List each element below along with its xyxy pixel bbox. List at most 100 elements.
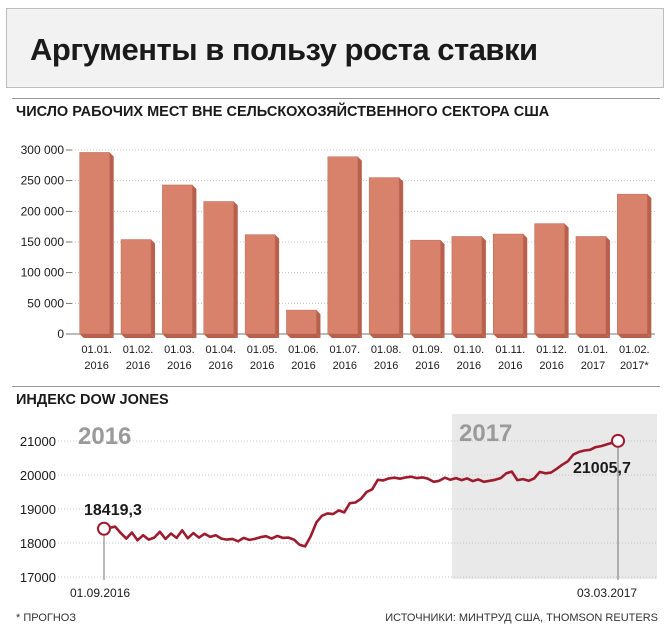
footnote: * ПРОГНОЗ bbox=[16, 612, 76, 624]
bar-ytick-label: 250 000 bbox=[21, 174, 65, 188]
bar-x-label: 01.05. bbox=[247, 344, 278, 356]
bar-bottom bbox=[451, 334, 486, 338]
end-value-label: 21005,7 bbox=[573, 460, 631, 477]
bar-side bbox=[192, 184, 197, 338]
bar-bottom bbox=[121, 334, 156, 338]
bar-x-label: 2016 bbox=[539, 360, 563, 372]
bar bbox=[410, 239, 441, 335]
bar-bottom bbox=[327, 334, 362, 338]
divider-middle bbox=[12, 386, 660, 387]
bar-x-label: 01.03. bbox=[164, 344, 195, 356]
bar-x-label: 01.06. bbox=[288, 344, 319, 356]
year-2016-label: 2016 bbox=[78, 423, 131, 450]
line-chart-title: ИНДЕКС DOW JONES bbox=[16, 392, 169, 408]
line-ytick-label: 21000 bbox=[20, 434, 56, 449]
bar-ytick-label: 100 000 bbox=[21, 266, 65, 280]
bar-ytick-label: 0 bbox=[57, 327, 64, 341]
bar-x-label: 2016 bbox=[498, 360, 522, 372]
bar-side bbox=[233, 201, 238, 338]
bar-x-label: 01.01. bbox=[81, 344, 112, 356]
bar bbox=[451, 236, 483, 335]
bar bbox=[244, 234, 276, 335]
line-ytick-label: 18000 bbox=[20, 536, 56, 551]
bar-bottom bbox=[203, 334, 238, 338]
bar-x-label: 2017 bbox=[581, 360, 605, 372]
bar-x-label: 01.09. bbox=[412, 344, 443, 356]
bar-side bbox=[275, 234, 280, 338]
bar bbox=[203, 201, 234, 335]
bar-side bbox=[523, 234, 528, 338]
sources-note: ИСТОЧНИКИ: МИНТРУД США, THOMSON REUTERS bbox=[385, 612, 658, 624]
bar-bottom bbox=[410, 334, 445, 338]
bar-bottom bbox=[493, 334, 528, 338]
bar-side bbox=[440, 240, 445, 338]
line-ytick-label: 17000 bbox=[20, 570, 56, 585]
bar bbox=[368, 177, 400, 335]
bar-bottom bbox=[162, 334, 197, 338]
bar-x-label: 01.11. bbox=[495, 344, 525, 356]
bar-bottom bbox=[617, 334, 652, 338]
bar-chart-title: ЧИСЛО РАБОЧИХ МЕСТ ВНЕ СЕЛЬСКОХОЗЯЙСТВЕН… bbox=[16, 104, 550, 120]
bar-x-label: 01.12. bbox=[536, 344, 567, 356]
bar-side bbox=[564, 223, 569, 338]
title-box bbox=[6, 8, 664, 88]
bar bbox=[575, 236, 607, 335]
start-point-marker bbox=[97, 521, 111, 536]
bar-side bbox=[481, 236, 486, 338]
divider-top bbox=[12, 98, 660, 99]
bar-x-label: 2016 bbox=[291, 360, 315, 372]
bar-ytick-label: 200 000 bbox=[21, 204, 65, 218]
bar-x-label: 01.02. bbox=[123, 344, 154, 356]
page-title: Аргументы в пользу роста ставки bbox=[30, 32, 538, 67]
bar-x-label: 2016 bbox=[250, 360, 274, 372]
bar bbox=[120, 239, 152, 335]
bar-x-label: 01.04. bbox=[205, 344, 236, 356]
bar-ytick-label: 50 000 bbox=[27, 296, 64, 310]
bar-x-label: 01.10. bbox=[454, 344, 485, 356]
bar-bottom bbox=[79, 334, 114, 338]
bar-bottom bbox=[575, 334, 610, 338]
bar bbox=[534, 223, 565, 335]
bar-side bbox=[647, 194, 652, 338]
bar-x-label: 2016 bbox=[209, 360, 233, 372]
line-ytick-label: 19000 bbox=[20, 502, 56, 517]
bar-x-label: 2016 bbox=[84, 360, 108, 372]
bar-side bbox=[357, 156, 362, 338]
start-value-label: 18419,3 bbox=[84, 502, 142, 519]
bar-bottom bbox=[245, 334, 280, 338]
bar-side bbox=[316, 310, 321, 338]
bar-side bbox=[605, 236, 610, 338]
bar bbox=[617, 193, 648, 335]
bar-x-label: 2016 bbox=[457, 360, 481, 372]
line-ytick-label: 20000 bbox=[20, 468, 56, 483]
bar-side bbox=[399, 177, 404, 338]
bar-x-label: 2016 bbox=[374, 360, 398, 372]
bar bbox=[327, 156, 359, 335]
bar-x-label: 01.01. bbox=[578, 344, 609, 356]
bar-x-label: 01.08. bbox=[371, 344, 402, 356]
bar bbox=[493, 233, 524, 335]
bar-x-label: 2017* bbox=[620, 360, 649, 372]
bar-x-label: 2016 bbox=[415, 360, 439, 372]
dow-jones-series-line bbox=[103, 439, 619, 548]
bar-ytick-label: 300 000 bbox=[21, 143, 65, 157]
bar-x-label: 2016 bbox=[167, 360, 191, 372]
bar-x-label: 01.02. bbox=[619, 344, 650, 356]
bar-bottom bbox=[369, 334, 404, 338]
bar-bottom bbox=[534, 334, 569, 338]
year-2017-label: 2017 bbox=[459, 420, 512, 447]
bar bbox=[79, 152, 110, 335]
bar-x-label: 2016 bbox=[126, 360, 150, 372]
bar bbox=[162, 184, 193, 335]
bar-x-label: 01.07. bbox=[330, 344, 361, 356]
start-date-label: 01.09.2016 bbox=[70, 586, 130, 600]
bar-bottom bbox=[286, 334, 321, 338]
bar-ytick-label: 150 000 bbox=[21, 235, 65, 249]
end-date-label: 03.03.2017 bbox=[577, 586, 637, 600]
bar bbox=[286, 309, 317, 335]
bar-side bbox=[109, 152, 114, 338]
bar-x-label: 2016 bbox=[333, 360, 357, 372]
end-point-marker bbox=[611, 433, 625, 448]
